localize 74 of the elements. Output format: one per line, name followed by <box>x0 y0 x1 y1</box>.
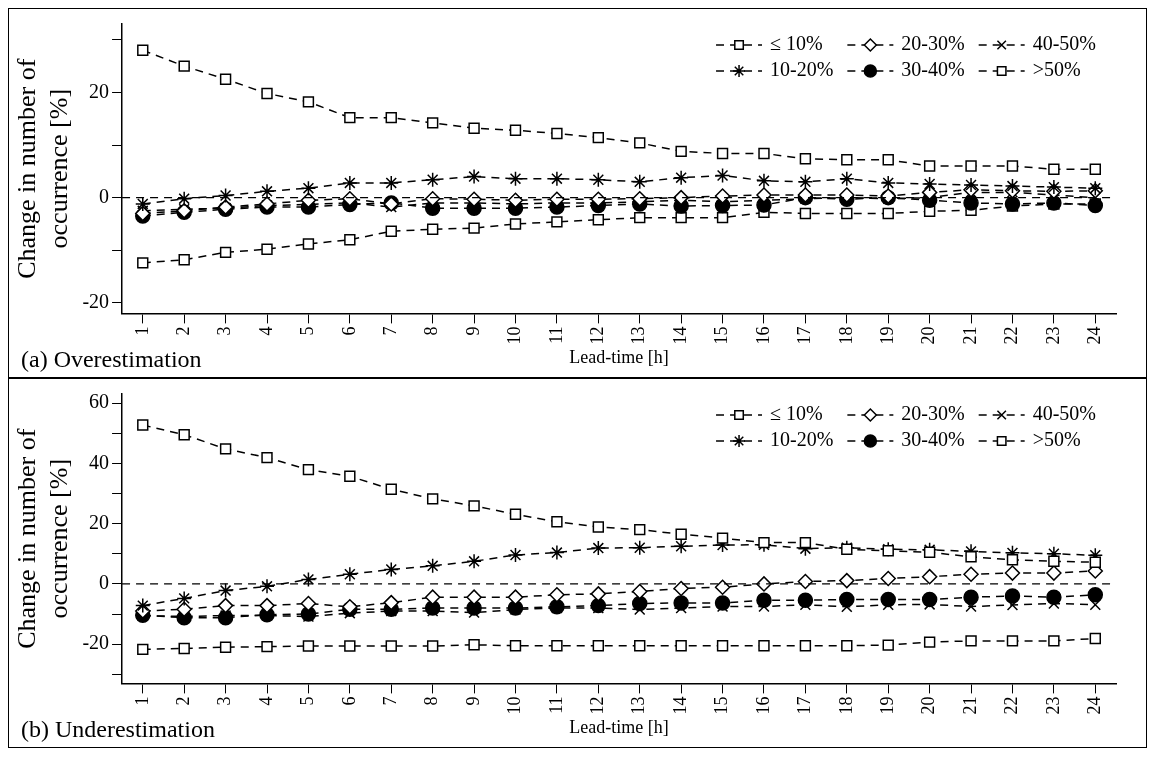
x-tick-label: 15 <box>711 696 732 715</box>
x-tick-label: 7 <box>379 326 400 336</box>
text: (b) Underestimation <box>21 716 215 742</box>
x-tick-label: 5 <box>297 696 318 706</box>
x-tick-label: 20 <box>918 326 939 345</box>
x-tick-label: 22 <box>1001 326 1022 345</box>
x-tick-label: 1 <box>131 326 152 336</box>
x-tick-label: 12 <box>587 696 608 715</box>
x-tick-label: 24 <box>1084 326 1105 345</box>
y-axis-title: Change in number of occurrence [%] <box>12 428 73 649</box>
legend-label: 30-40% <box>901 58 965 81</box>
x-tick-label: 10 <box>504 696 525 715</box>
legend-label: ≤ 10% <box>770 32 823 55</box>
legend-label: >50% <box>1032 58 1081 81</box>
y-tick-label: 60 <box>89 390 110 413</box>
x-tick-label: 17 <box>794 326 815 345</box>
x-tick-label: 16 <box>752 326 773 345</box>
x-tick-label: 10 <box>504 326 525 345</box>
x-tick-label: 21 <box>959 326 980 345</box>
x-tick-label: 9 <box>462 326 483 336</box>
x-tick-label: 18 <box>835 326 856 345</box>
x-tick-label: 21 <box>959 696 980 715</box>
x-tick-label: 3 <box>214 696 235 706</box>
x-tick-label: 14 <box>669 696 690 715</box>
x-tick-label: 3 <box>214 326 235 336</box>
y-tick-label: 20 <box>89 510 110 533</box>
x-tick-label: 23 <box>1042 696 1063 715</box>
x-tick-label: 15 <box>711 326 732 345</box>
legend-label: 40-50% <box>1032 402 1097 425</box>
x-tick-label: 8 <box>421 696 442 706</box>
x-axis-title: Lead-time [h] <box>569 716 669 737</box>
legend-label: 10-20% <box>770 428 834 451</box>
y-tick-label: 0 <box>99 571 110 594</box>
legend-label: 20-30% <box>901 32 965 55</box>
x-tick-label: 4 <box>255 696 276 706</box>
x-tick-label: 14 <box>669 326 690 345</box>
legend-label: 20-30% <box>901 402 965 425</box>
x-tick-label: 6 <box>338 326 359 336</box>
x-tick-label: 11 <box>545 326 566 344</box>
x-tick-label: 2 <box>172 696 193 706</box>
x-tick-label: 4 <box>255 326 276 336</box>
x-tick-label: 13 <box>628 326 649 345</box>
x-tick-label: 7 <box>379 696 400 706</box>
x-tick-label: 17 <box>794 696 815 715</box>
x-tick-label: 1 <box>131 696 152 706</box>
x-tick-label: 19 <box>876 696 897 715</box>
x-tick-label: 22 <box>1001 696 1022 715</box>
legend-label: 40-50% <box>1032 32 1097 55</box>
y-tick-label: 0 <box>99 184 110 207</box>
x-tick-label: 19 <box>876 326 897 345</box>
legend-label: 30-40% <box>901 428 965 451</box>
x-tick-label: 13 <box>628 696 649 715</box>
y-tick-label: 40 <box>89 450 110 473</box>
legend-label: >50% <box>1032 428 1081 451</box>
legend-label: ≤ 10% <box>770 402 823 425</box>
x-tick-label: 18 <box>835 696 856 715</box>
x-tick-label: 20 <box>918 696 939 715</box>
y-tick-label: -20 <box>82 290 110 313</box>
x-tick-label: 9 <box>462 696 483 706</box>
x-tick-label: 5 <box>297 326 318 336</box>
x-tick-label: 12 <box>587 326 608 345</box>
x-tick-label: 23 <box>1042 326 1063 345</box>
x-tick-label: 11 <box>545 696 566 714</box>
x-tick-label: 24 <box>1084 696 1105 715</box>
y-axis-title: Change in number of occurrence [%] <box>12 58 73 279</box>
legend-label: 10-20% <box>770 58 834 81</box>
y-tick-label: 20 <box>89 79 110 102</box>
x-tick-label: 16 <box>752 696 773 715</box>
y-tick-label: -20 <box>82 631 110 654</box>
x-axis-title: Lead-time [h] <box>569 346 669 367</box>
x-tick-label: 8 <box>421 326 442 336</box>
x-tick-label: 6 <box>338 696 359 706</box>
text: (a) Overestimation <box>21 346 202 372</box>
x-tick-label: 2 <box>172 326 193 336</box>
